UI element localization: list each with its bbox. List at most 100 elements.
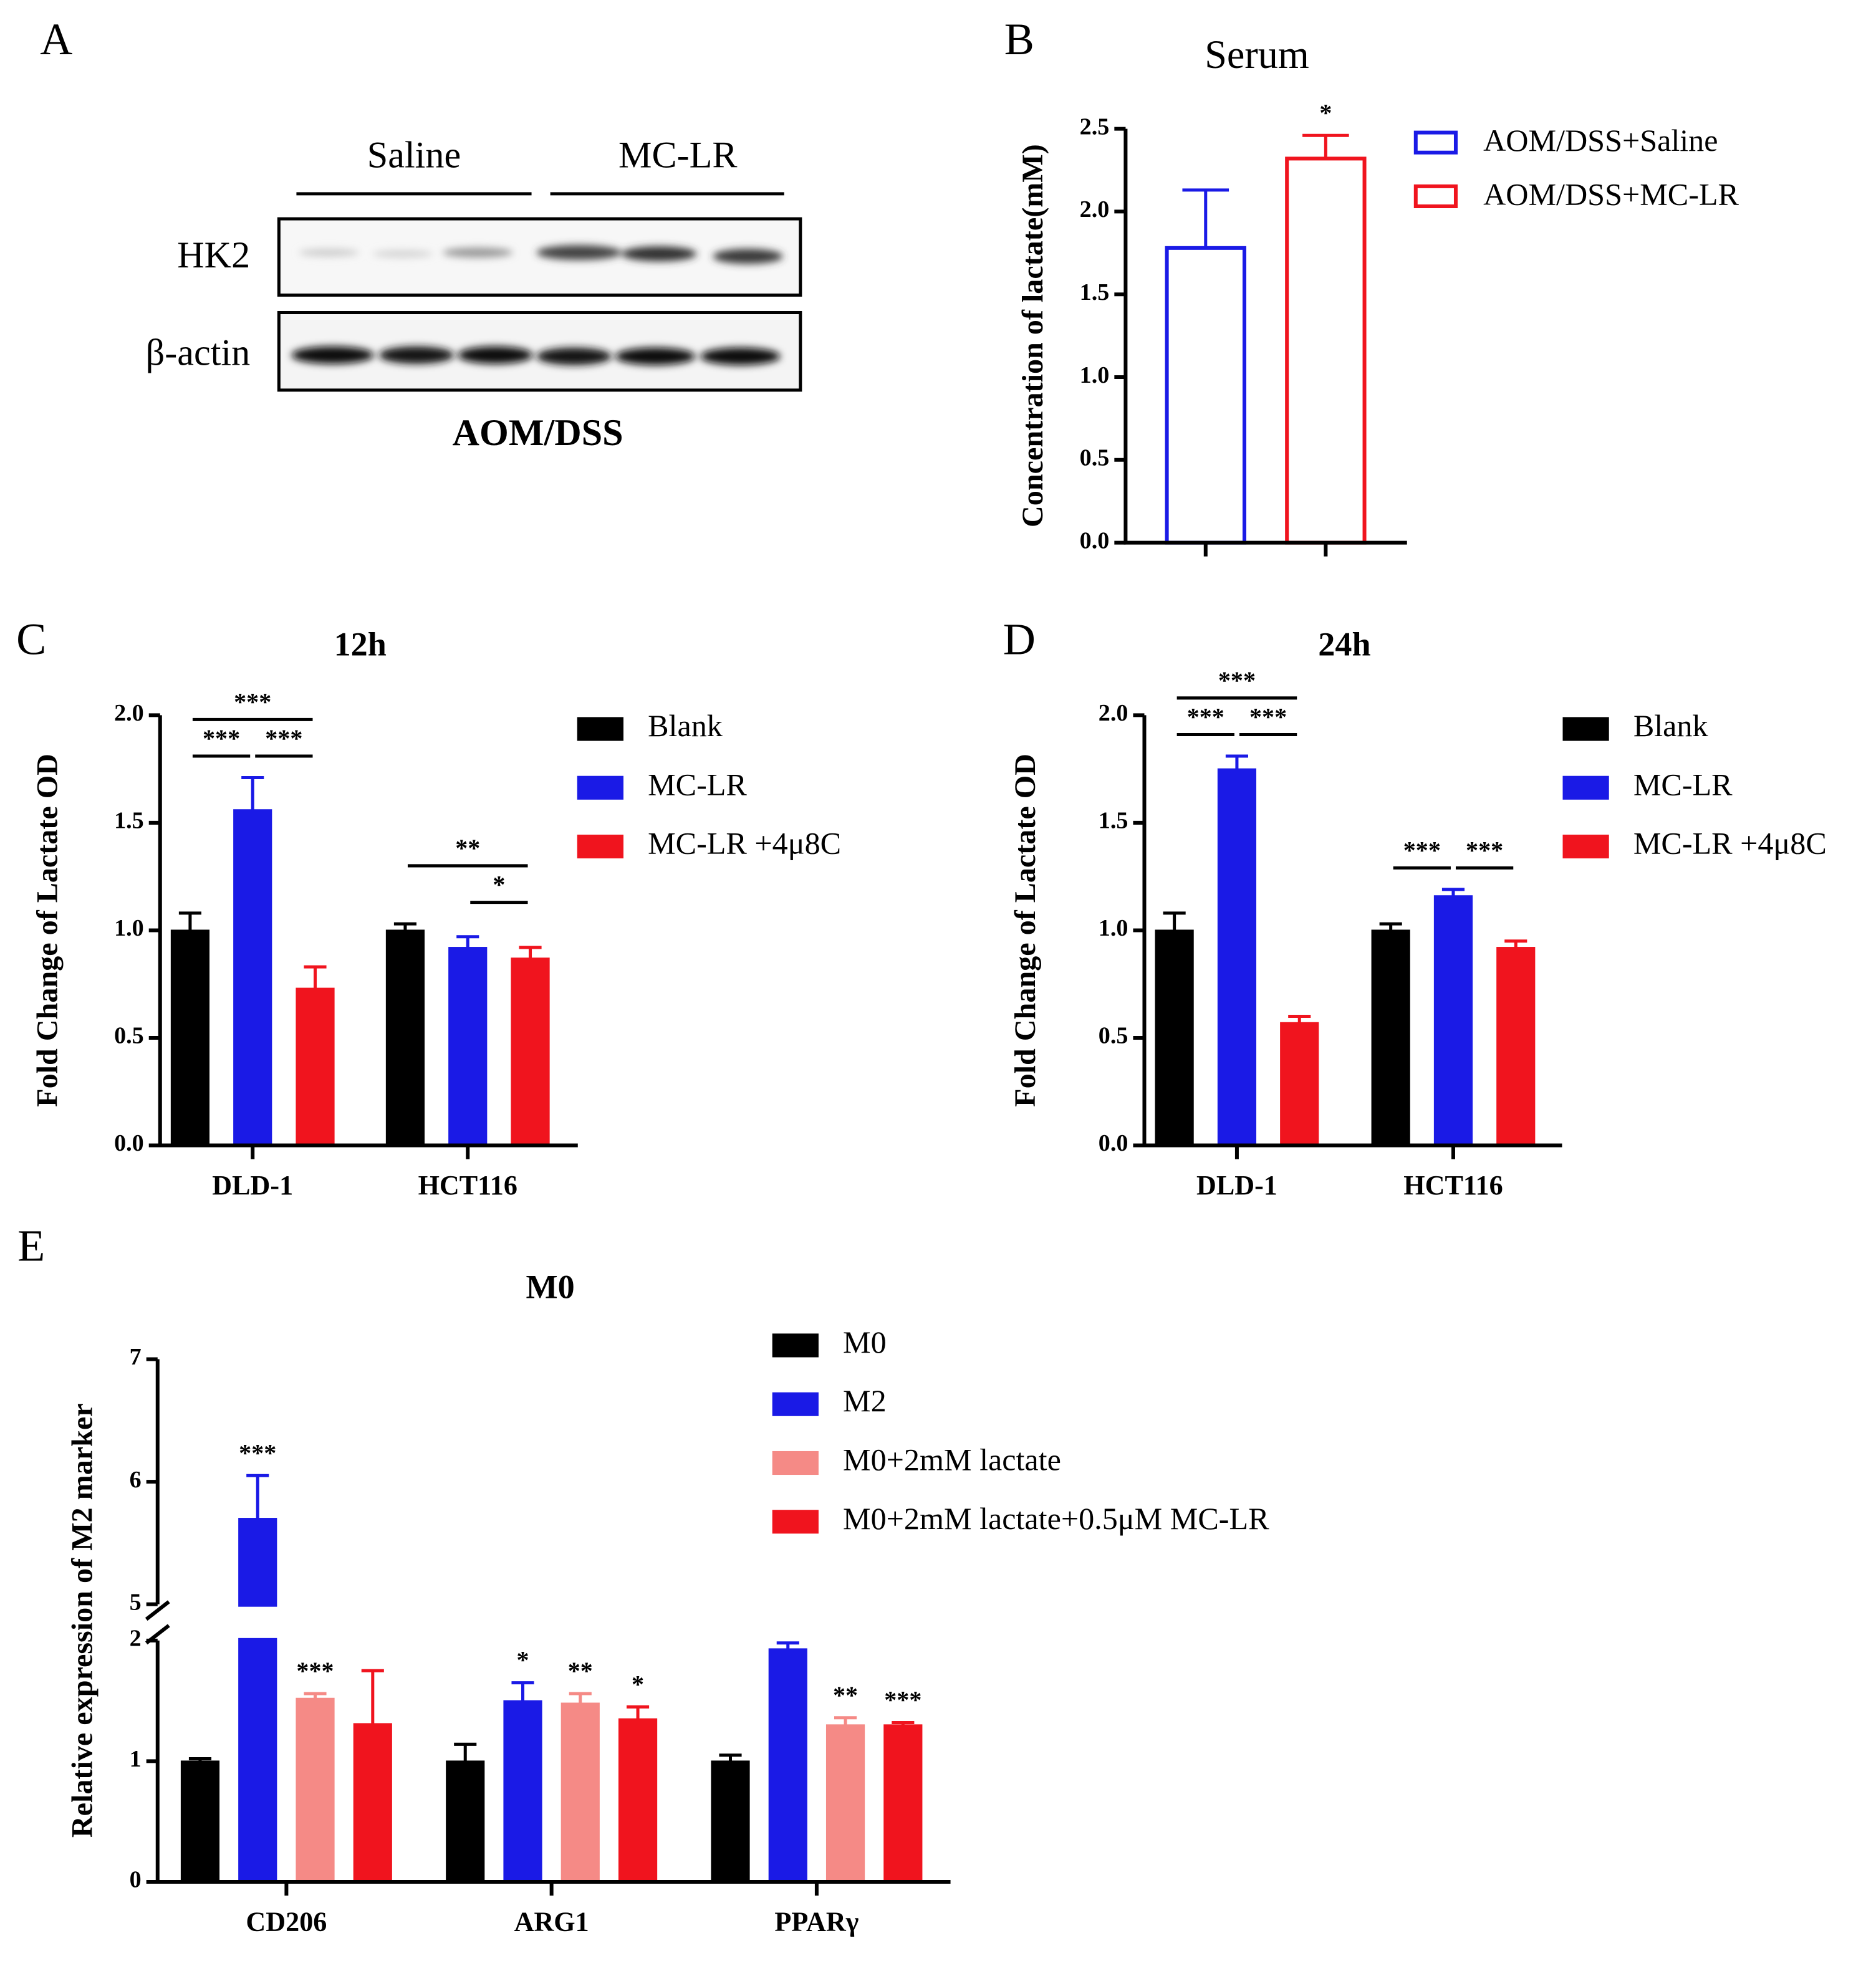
- row-label: HK2: [177, 234, 250, 276]
- bar: [446, 1760, 485, 1883]
- significance-label: *: [516, 1646, 529, 1674]
- significance-label: **: [455, 834, 480, 862]
- bar: [711, 1760, 750, 1883]
- y-tick-label: 6: [130, 1467, 142, 1493]
- y-tick-label: 2.5: [1080, 113, 1110, 140]
- panel-letter: A: [40, 14, 72, 64]
- significance-label: ***: [1466, 837, 1503, 865]
- row-label: β-actin: [146, 332, 251, 374]
- group-label: Saline: [367, 135, 461, 176]
- y-axis-label: Fold Change of Lactate OD: [1009, 754, 1042, 1107]
- y-tick-label: 0: [130, 1867, 142, 1893]
- y-axis-label: Relative expression of M2 marker: [65, 1403, 99, 1838]
- bar: [511, 957, 550, 1146]
- legend-swatch: [1413, 184, 1458, 208]
- legend-label: MC-LR +4μ8C: [648, 826, 841, 861]
- axis-break-mark: [145, 1600, 170, 1621]
- y-tick-label: 0.0: [1099, 1130, 1128, 1156]
- bar: [1371, 929, 1410, 1146]
- y-tick-label: 7: [130, 1344, 142, 1370]
- legend-swatch: [577, 775, 623, 800]
- chart-title: 12h: [334, 626, 387, 663]
- axis-break-gap: [160, 1606, 953, 1638]
- chart-panel: B Serum Concentration of lactate(mM) * 0.0 0.…: [1004, 14, 1739, 557]
- significance-label: *: [1319, 98, 1332, 127]
- bar: [296, 1697, 335, 1883]
- y-tick-label: 1: [130, 1746, 142, 1772]
- y-tick-label: 1.5: [1099, 808, 1128, 834]
- y-tick-label: 2.0: [114, 700, 144, 726]
- bar: [233, 809, 272, 1146]
- legend-label: AOM/DSS+Saline: [1483, 123, 1718, 158]
- y-axis-label: Concentration of lactate(mM): [1016, 144, 1049, 527]
- legend-swatch: [1562, 775, 1609, 800]
- bar: [1217, 768, 1257, 1146]
- x-tick-label: CD206: [246, 1906, 327, 1937]
- bar: [296, 987, 335, 1146]
- legend-label: MC-LR: [648, 767, 747, 802]
- legend-label: Blank: [1633, 708, 1709, 743]
- legend-label: Blank: [648, 708, 723, 743]
- significance-label: ***: [203, 724, 240, 752]
- x-tick-label: ARG1: [514, 1906, 589, 1937]
- bar: [170, 929, 210, 1146]
- significance-label: **: [833, 1681, 858, 1709]
- y-tick-label: 0.5: [114, 1023, 144, 1049]
- panel-letter: C: [16, 615, 46, 664]
- bar: [503, 1700, 542, 1883]
- y-tick-label: 0.5: [1099, 1023, 1128, 1049]
- y-tick-label: 1.0: [1080, 362, 1110, 388]
- legend-label: MC-LR: [1633, 767, 1733, 802]
- bar: [1433, 895, 1473, 1146]
- y-tick-label: 5: [130, 1589, 142, 1615]
- x-tick-label: DLD-1: [212, 1170, 293, 1201]
- panel-letter: B: [1004, 14, 1034, 64]
- bar: [353, 1723, 392, 1883]
- y-tick-label: 1.5: [114, 808, 144, 834]
- bar: [448, 947, 488, 1146]
- bar: [883, 1724, 923, 1883]
- legend-swatch: [577, 717, 623, 741]
- bar: [1496, 947, 1536, 1146]
- bar: [238, 1518, 277, 1883]
- legend-label: MC-LR +4μ8C: [1633, 826, 1827, 861]
- bar: [385, 929, 425, 1146]
- y-tick-label: 2.0: [1099, 700, 1128, 726]
- significance-label: *: [632, 1670, 644, 1698]
- legend-swatch: [772, 1451, 819, 1475]
- legend-swatch: [1562, 834, 1609, 859]
- x-tick-label: HCT116: [418, 1170, 517, 1201]
- legend-label: M0+2mM lactate+0.5μM MC-LR: [843, 1501, 1269, 1536]
- chart-title: M0: [526, 1268, 575, 1306]
- legend-label: M0: [843, 1325, 887, 1359]
- significance-label: ***: [265, 724, 302, 752]
- legend-swatch: [772, 1333, 819, 1358]
- bar: [825, 1724, 865, 1883]
- legend-label: AOM/DSS+MC-LR: [1483, 176, 1739, 211]
- legend-label: M0+2mM lactate: [843, 1442, 1061, 1477]
- significance-label: ***: [296, 1657, 334, 1685]
- y-tick-label: 1.0: [1099, 915, 1128, 941]
- bar: [180, 1760, 220, 1883]
- chart-title: Serum: [1205, 32, 1309, 77]
- y-tick-label: 2.0: [1080, 196, 1110, 223]
- blot-panel: A Saline MC-LR HK2 β-actin AOM/DSS: [40, 14, 802, 454]
- y-tick-label: 0.5: [1080, 445, 1110, 471]
- legend-swatch: [772, 1510, 819, 1534]
- significance-label: ***: [1403, 837, 1441, 865]
- chart-panel: D 24h Fold Change of Lactate OD 0.0 0.5 1.0 1.…: [1003, 615, 1827, 1201]
- bar: [1165, 246, 1246, 545]
- legend-swatch: [1413, 130, 1458, 155]
- blot-xlabel: AOM/DSS: [453, 412, 623, 454]
- x-tick-label: PPARγ: [774, 1906, 859, 1937]
- bar: [618, 1718, 658, 1883]
- chart-title: 24h: [1318, 626, 1370, 663]
- panel-letter: D: [1003, 615, 1036, 664]
- bar: [1285, 156, 1367, 545]
- legend-label: M2: [843, 1383, 887, 1418]
- y-tick-label: 0.0: [1080, 527, 1110, 554]
- y-tick-label: 0.0: [114, 1130, 144, 1156]
- bar: [560, 1702, 600, 1883]
- significance-label: ***: [884, 1686, 921, 1714]
- y-axis-label: Fold Change of Lactate OD: [31, 754, 64, 1107]
